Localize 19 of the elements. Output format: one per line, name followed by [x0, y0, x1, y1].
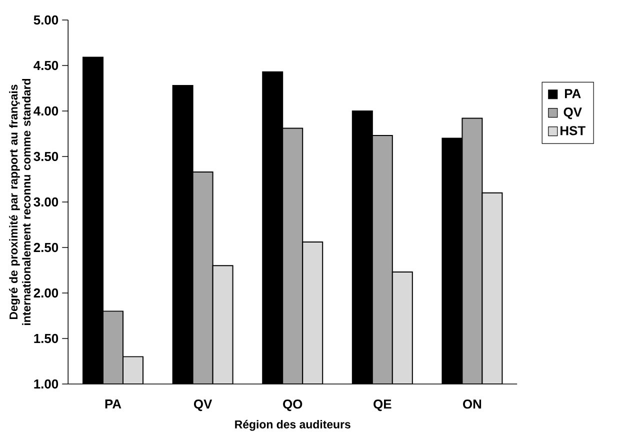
x-tick-label: ON — [463, 400, 482, 409]
legend-label: HST — [560, 126, 586, 136]
y-tick-label: 4.00 — [34, 106, 58, 116]
y-tick-label: 3.50 — [34, 152, 58, 162]
legend-label: PA — [564, 89, 581, 98]
x-tick-label: PA — [105, 400, 122, 408]
y-tick-label: 1.00 — [34, 379, 58, 389]
legend-label: QV — [564, 108, 582, 120]
x-tick-label: QO — [283, 400, 302, 412]
y-axis-title: Degré de proximité par rapport au français internationalement reconnu comme standard — [9, 78, 31, 326]
x-axis-title: Région des auditeurs — [235, 420, 350, 431]
y-tick-label: 5.00 — [34, 15, 58, 25]
x-tick-label: QV — [194, 400, 212, 412]
y-tick-label: 2.00 — [34, 288, 58, 298]
y-tick-label: 1.50 — [34, 334, 58, 344]
x-tick-label: QE — [374, 400, 392, 412]
y-tick-label: 3.00 — [34, 197, 58, 207]
y-tick-label: 4.50 — [34, 60, 58, 70]
y-tick-label: 2.50 — [34, 242, 58, 252]
